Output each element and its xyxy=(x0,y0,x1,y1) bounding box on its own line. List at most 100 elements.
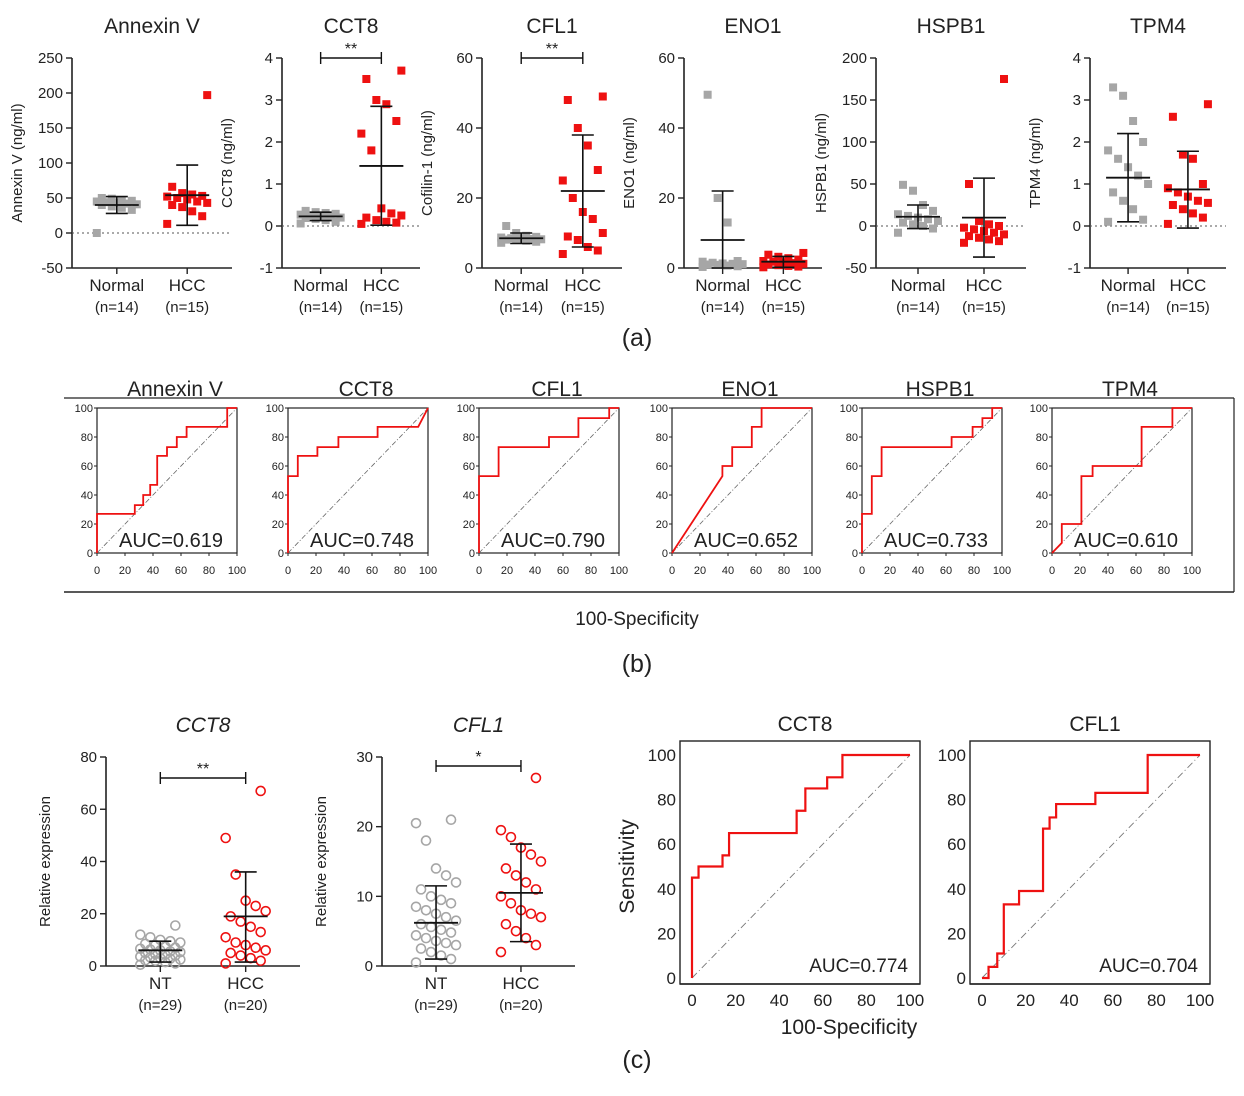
data-point xyxy=(1139,138,1148,146)
data-point xyxy=(245,921,256,933)
data-point xyxy=(362,213,371,222)
x-tick-label: HCC xyxy=(564,276,601,295)
y-tick-label: 0 xyxy=(667,969,676,988)
x-tick-label: 60 xyxy=(940,565,952,577)
roc-frame xyxy=(1051,407,1193,554)
data-point xyxy=(1119,196,1128,205)
x-tick-label: 80 xyxy=(968,565,980,577)
group-n-label: (n=15) xyxy=(761,299,805,316)
data-point xyxy=(1104,217,1113,226)
data-point xyxy=(450,915,462,927)
roc-strip-panel-b xyxy=(64,397,1235,593)
data-point xyxy=(784,261,793,270)
x-tick-label: 20 xyxy=(694,565,706,577)
data-point xyxy=(140,938,151,950)
y-tick-label: 0 xyxy=(55,225,63,242)
x-tick-label: 100 xyxy=(1183,565,1201,577)
data-point xyxy=(235,916,246,927)
data-point xyxy=(919,222,927,230)
y-tick-label: 60 xyxy=(272,461,284,473)
y-tick-label: 40 xyxy=(656,490,668,502)
data-point xyxy=(598,229,607,237)
data-point xyxy=(357,219,366,228)
data-point xyxy=(1000,230,1008,239)
data-point xyxy=(598,92,607,101)
data-point xyxy=(794,255,803,264)
x-tick-label: 80 xyxy=(778,565,790,577)
y-tick-label: 0 xyxy=(859,218,867,235)
roc-title: HSPB1 xyxy=(906,378,975,401)
x-tick-label: Normal xyxy=(89,276,144,295)
x-tick-label: 80 xyxy=(585,565,597,577)
x-tick-label: 60 xyxy=(813,991,832,1010)
y-tick-label: 40 xyxy=(947,880,966,899)
data-point xyxy=(525,849,537,860)
data-point xyxy=(728,259,737,268)
data-point xyxy=(764,250,773,259)
y-tick-label: 100 xyxy=(648,746,676,765)
y-tick-label: 80 xyxy=(947,791,966,810)
data-point xyxy=(1163,184,1172,193)
data-point xyxy=(420,932,432,944)
roc-chart-b-1: CCT8 00 20 20 40 40 60 60 80 80 100 100 AUC=0.748 xyxy=(266,378,438,577)
auc-label: AUC=0.790 xyxy=(501,530,605,552)
y-tick-label: 4 xyxy=(265,50,273,67)
y-tick-label: 0 xyxy=(469,548,475,560)
data-point xyxy=(500,863,512,874)
data-point xyxy=(420,835,432,846)
data-point xyxy=(1144,180,1153,188)
data-point xyxy=(512,236,521,244)
y-tick-label: 20 xyxy=(80,906,97,923)
y-tick-label: 10 xyxy=(356,888,373,905)
roc-curve xyxy=(287,407,429,553)
scatter-chart-a-1: CCT8 -1 0 1 2 3 4 CCT8 (ng/ml) Normal (n=14) HCC (n… xyxy=(219,15,420,316)
roc-curve xyxy=(478,407,619,553)
data-point xyxy=(230,869,241,880)
data-point xyxy=(440,937,452,949)
data-point xyxy=(1129,205,1138,214)
auc-label: AUC=0.619 xyxy=(119,530,223,552)
y-tick-label: 80 xyxy=(81,432,93,444)
x-tick-label: 20 xyxy=(501,565,513,577)
data-point xyxy=(894,228,902,237)
data-point xyxy=(107,194,116,203)
scatter-chart-a-0: Annexin V -50 0 50 100 150 200 250 Annexin V (ng… xyxy=(9,15,232,316)
y-tick-label: 20 xyxy=(356,819,373,836)
y-tick-label: 60 xyxy=(80,801,97,818)
x-tick-label: HCC xyxy=(966,276,1003,295)
y-tick-label: 60 xyxy=(456,50,473,67)
data-point xyxy=(510,870,522,881)
auc-label: AUC=0.652 xyxy=(694,530,798,552)
data-point xyxy=(525,908,537,920)
data-point xyxy=(708,258,717,267)
y-tick-label: 250 xyxy=(38,50,63,67)
data-point xyxy=(995,222,1003,230)
significance-label: ** xyxy=(546,41,558,58)
data-point xyxy=(532,237,541,246)
y-tick-label: 40 xyxy=(657,880,676,899)
data-point xyxy=(331,217,340,226)
diagonal-reference xyxy=(478,407,620,554)
data-point xyxy=(1000,75,1008,83)
data-point xyxy=(502,235,511,244)
x-tick-label: HCC xyxy=(503,974,540,993)
y-tick-label: 100 xyxy=(650,403,668,415)
data-point xyxy=(163,219,172,228)
roc-chart-b-4: HSPB1 00 20 20 40 40 60 60 80 80 100 100 AUC=0.733 xyxy=(840,378,1012,577)
data-point xyxy=(415,943,427,954)
y-tick-label: 20 xyxy=(81,519,93,531)
data-point xyxy=(135,929,146,940)
data-point xyxy=(127,205,136,214)
diagonal-reference xyxy=(1051,407,1193,554)
data-point xyxy=(965,180,973,188)
group-n-label: (n=29) xyxy=(414,997,458,1014)
chart-title: CCT8 xyxy=(324,15,379,38)
x-tick-label: Normal xyxy=(494,276,549,295)
data-point xyxy=(588,215,597,223)
data-point xyxy=(168,201,177,209)
data-point xyxy=(260,905,271,917)
chart-title: Annexin V xyxy=(104,15,200,38)
data-point xyxy=(440,911,452,923)
scatter-chart-a-5: TPM4 -1 0 1 2 3 4 TPM4 (ng/ml) Normal (n=14) HCC (n… xyxy=(1027,15,1226,316)
data-point xyxy=(505,831,517,843)
